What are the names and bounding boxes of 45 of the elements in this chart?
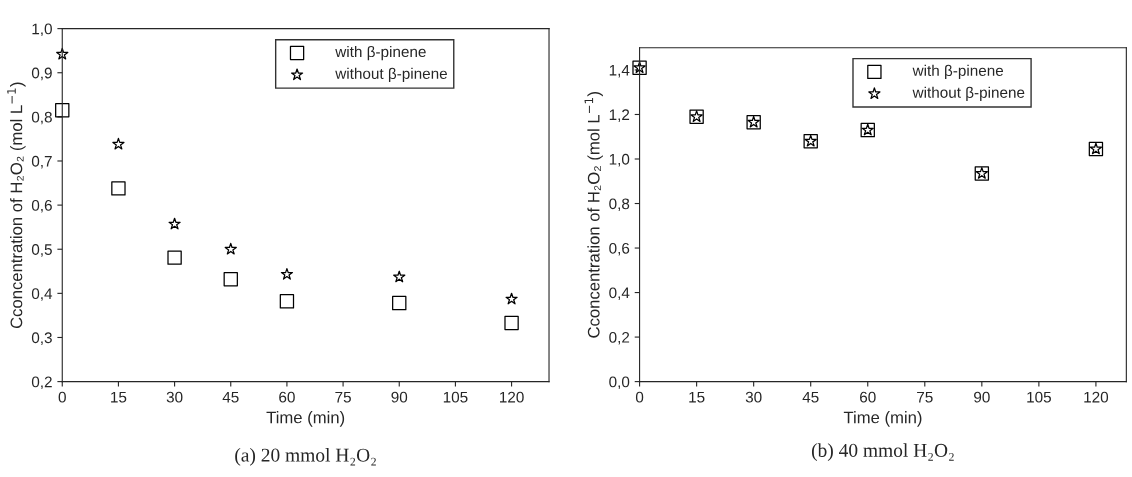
y-tick-label: 0,7: [31, 155, 52, 169]
x-tick-label: 30: [166, 391, 183, 403]
x-tick-label: 30: [745, 391, 762, 403]
y-tick-label: 0,8: [31, 111, 52, 125]
legend-label: without β-pinene: [335, 67, 447, 83]
y-tick-label: 0,0: [609, 376, 630, 390]
x-tick-label: 45: [222, 391, 239, 403]
legend-label: without β-pinene: [912, 86, 1025, 101]
y-tick-label: 0,4: [609, 287, 630, 301]
y-tick-label: 1,4: [609, 64, 630, 78]
legend-label: with β-pinene: [912, 64, 1004, 80]
x-axis-title: Time (min): [266, 411, 345, 427]
y-tick-label: 1,0: [32, 23, 52, 37]
y-tick-label: 1,0: [609, 153, 630, 167]
x-axis-title: Time (min): [843, 411, 922, 427]
x-tick-label: 45: [802, 391, 819, 403]
x-tick-label: 120: [500, 391, 524, 403]
x-tick-label: 0: [635, 391, 644, 403]
x-tick-label: 15: [689, 391, 705, 403]
x-tick-label: 60: [279, 391, 295, 403]
y-axis-title: Cconcentration of H₂O₂ (mol L$^{−1}$): [7, 82, 26, 329]
x-tick-label: 105: [443, 391, 468, 403]
y-tick-label: 0,2: [31, 376, 52, 390]
x-tick-label: 75: [335, 391, 351, 403]
x-tick-label: 105: [1027, 391, 1051, 403]
y-tick-label: 0,6: [31, 199, 52, 213]
y-tick-label: 0,5: [31, 244, 52, 257]
x-tick-label: 15: [111, 391, 127, 403]
text: (a) 20 mmol H₂O₂: [235, 448, 376, 466]
y-tick-label: 0,6: [609, 242, 630, 256]
x-tick-label: 60: [860, 391, 876, 403]
x-tick-label: 90: [974, 391, 990, 403]
y-tick-label: 0,9: [31, 67, 52, 81]
y-tick-label: 0,3: [31, 332, 52, 345]
x-tick-label: 120: [1084, 391, 1109, 403]
x-tick-label: 75: [917, 391, 933, 403]
legend-label: with β-pinene: [335, 45, 426, 61]
text: (b) 40 mmol H₂O₂: [811, 443, 954, 461]
x-tick-label: 90: [391, 391, 408, 403]
y-tick-label: 0,4: [31, 288, 53, 301]
x-tick-label: 0: [58, 391, 66, 403]
y-tick-label: 0,8: [609, 198, 630, 212]
y-axis-title: Cconcentration of H₂O₂ (mol L$^{−1}$): [584, 92, 603, 338]
y-tick-label: 0,2: [609, 331, 630, 345]
y-tick-label: 1,2: [609, 109, 630, 122]
